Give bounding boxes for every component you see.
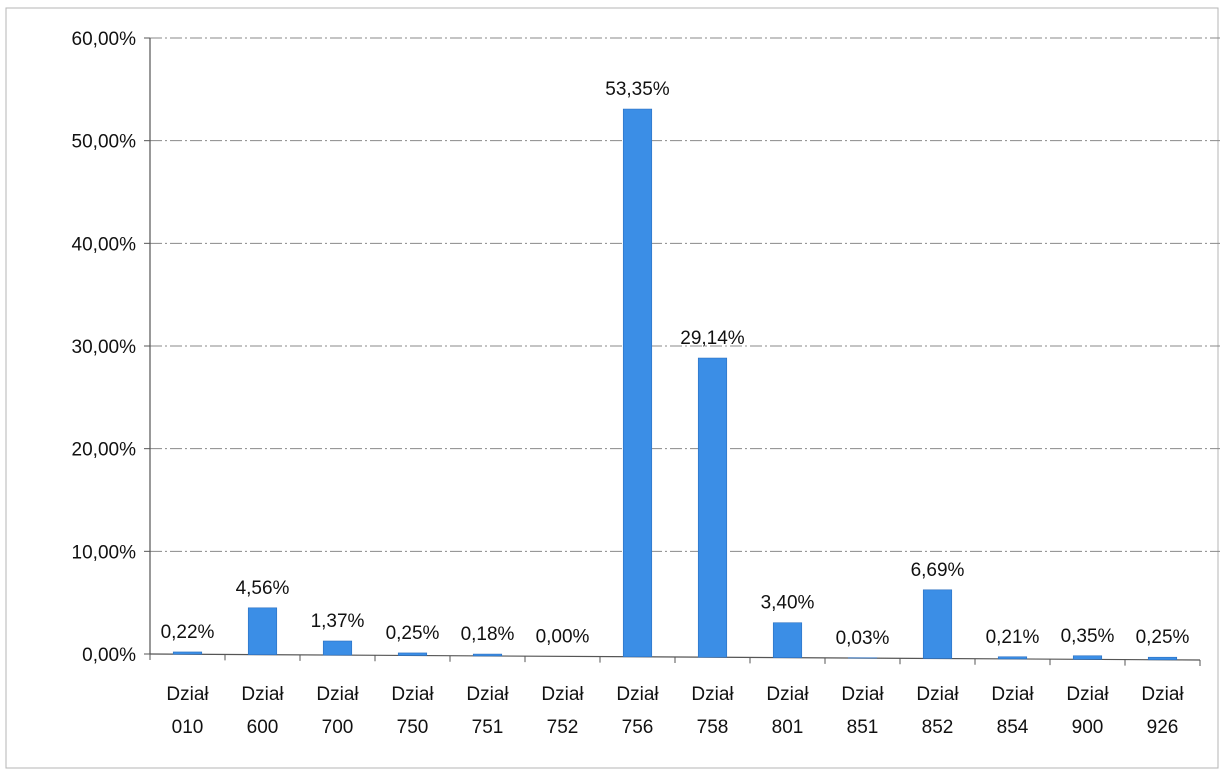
x-tick-label: Dział (1066, 684, 1109, 705)
x-tick-label: Dział (391, 684, 434, 705)
x-tick-label: Dział (1141, 684, 1184, 705)
x-tick-labels: Dział 010 Dział 600 Dział 700 Dział 750 Dział 751… (166, 684, 1184, 738)
x-tick-label: 010 (172, 717, 204, 738)
bar (322, 640, 353, 656)
data-label: 6,69% (911, 560, 965, 581)
bar (922, 589, 953, 659)
data-label: 0,35% (1061, 626, 1115, 647)
x-tick-label: 750 (397, 717, 429, 738)
x-tick-label: 854 (997, 717, 1029, 738)
data-label: 0,00% (536, 626, 590, 647)
x-tick-label: 752 (547, 717, 579, 738)
y-tick-label: 60,00% (72, 29, 137, 50)
bar (247, 607, 278, 655)
x-tick-label: Dział (241, 684, 284, 705)
x-tick-label: 926 (1147, 717, 1179, 738)
y-tick-label: 20,00% (72, 440, 137, 461)
bar (997, 656, 1028, 660)
data-label: 3,40% (761, 593, 815, 614)
bar (622, 108, 653, 658)
data-label: 53,35% (605, 79, 670, 100)
data-labels: 0,22% 4,56% 1,37% 0,25% 0,18% 0,00% 53,35% 29,1… (161, 79, 1190, 649)
x-tick-label: Dział (991, 684, 1034, 705)
x-tick-label: Dział (916, 684, 959, 705)
x-tick-label: 758 (697, 717, 729, 738)
y-tick-label: 0,00% (82, 645, 136, 666)
x-tick-label: Dział (841, 684, 884, 705)
x-tick-label: 852 (922, 717, 954, 738)
gridlines (150, 37, 1220, 552)
bar (397, 652, 428, 656)
bar (472, 653, 503, 657)
x-tick-label: 751 (472, 717, 504, 738)
data-label: 29,14% (680, 328, 745, 349)
bar (697, 357, 728, 658)
x-tick-label: Dział (766, 684, 809, 705)
data-label: 0,22% (161, 622, 215, 643)
data-label: 1,37% (311, 611, 365, 632)
y-tick-label: 40,00% (72, 234, 137, 255)
data-label: 0,03% (836, 628, 890, 649)
data-label: 0,25% (386, 623, 440, 644)
x-tick-label: 756 (622, 717, 654, 738)
bar (1072, 655, 1103, 660)
x-tick-label: Dział (316, 684, 359, 705)
y-tick-label: 50,00% (72, 132, 137, 153)
chart-border (5, 7, 1219, 769)
x-tick-label: 801 (772, 717, 804, 738)
bars (172, 108, 1178, 661)
x-tick-label: 700 (322, 717, 354, 738)
y-tick-label: 30,00% (72, 337, 137, 358)
data-label: 0,18% (461, 624, 515, 645)
y-tick-label: 10,00% (72, 542, 137, 563)
x-tick-label: Dział (691, 684, 734, 705)
x-tick-label: Dział (166, 684, 209, 705)
x-tick-label: Dział (466, 684, 509, 705)
bar (1147, 656, 1178, 661)
x-tick-label: Dział (616, 684, 659, 705)
bar (172, 651, 203, 655)
bar (772, 622, 803, 658)
x-tick-label: Dział (541, 684, 584, 705)
x-tick-label: 900 (1072, 717, 1104, 738)
data-label: 0,25% (1136, 627, 1190, 648)
x-tick-label: 600 (247, 717, 279, 738)
data-label: 0,21% (986, 627, 1040, 648)
y-tick-labels: 0,00% 10,00% 20,00% 30,00% 40,00% 50,00% 60,00… (72, 29, 137, 666)
x-tick-label: 851 (847, 717, 879, 738)
data-label: 4,56% (236, 578, 290, 599)
